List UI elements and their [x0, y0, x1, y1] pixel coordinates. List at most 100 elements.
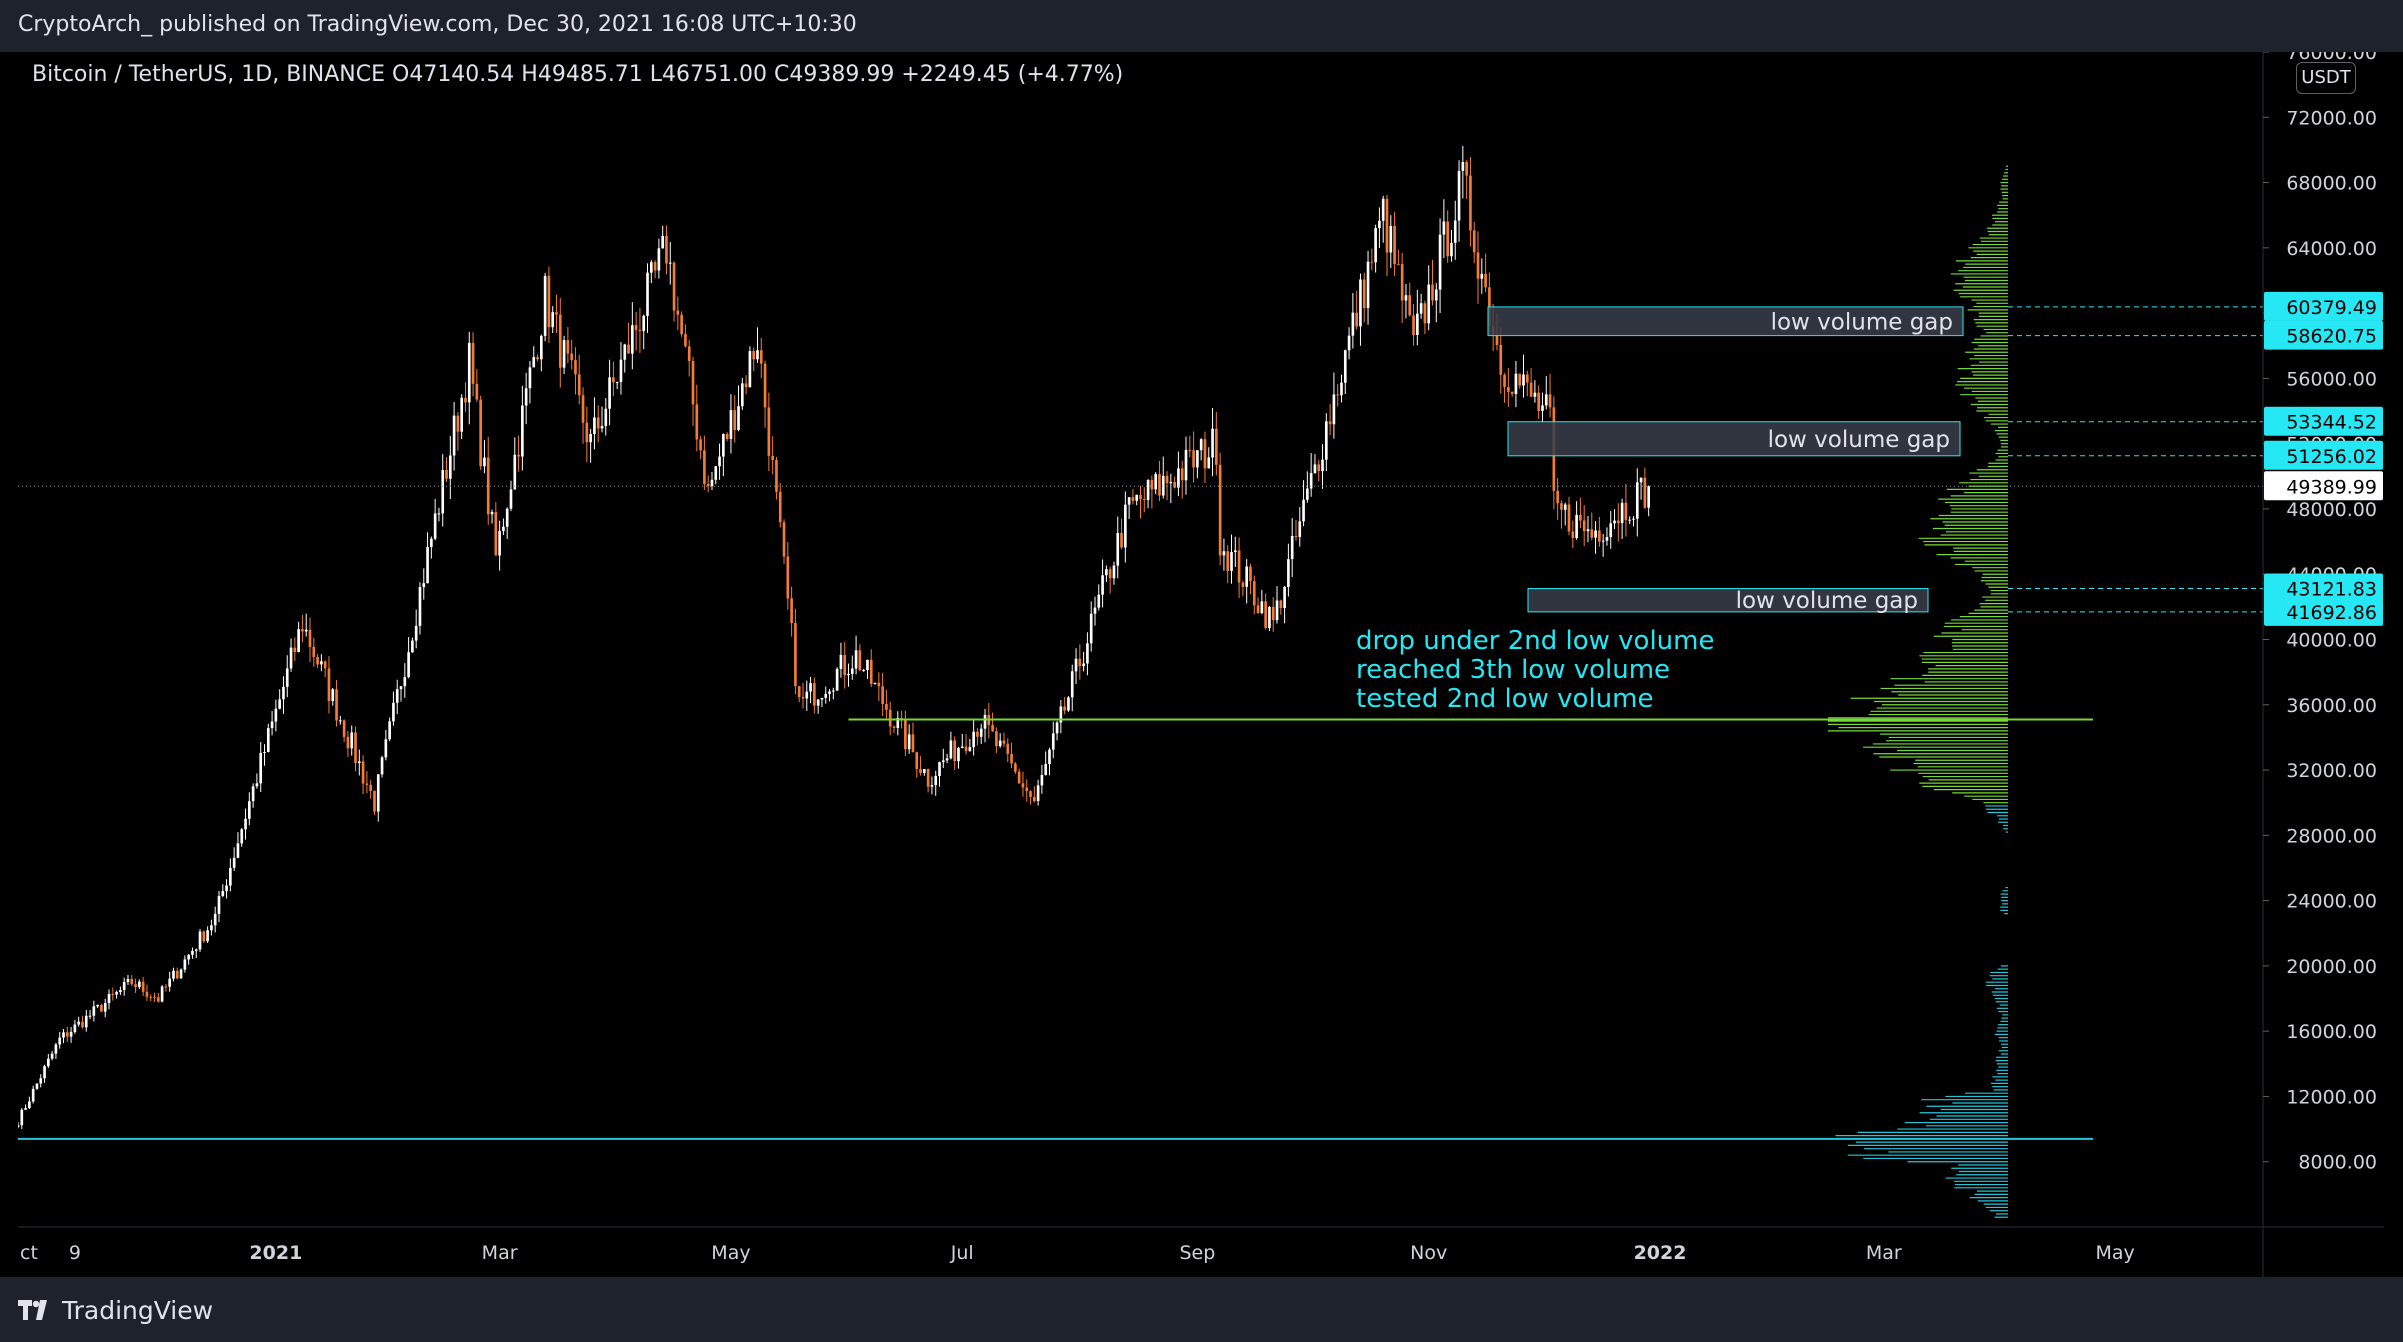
candle-body: [687, 346, 691, 362]
candle-body: [403, 677, 407, 687]
candle-body: [998, 740, 1002, 747]
candle-body: [1419, 303, 1423, 314]
candle-body: [240, 829, 244, 844]
candle-body: [794, 623, 797, 687]
candle-body: [134, 984, 137, 988]
low-volume-gap-box: [1507, 421, 1961, 457]
candle-body: [532, 357, 536, 368]
candle-body: [494, 512, 498, 556]
publish-line: CryptoArch_ published on TradingView.com…: [18, 12, 857, 37]
candle-body: [983, 714, 987, 729]
candle-body: [1632, 518, 1635, 520]
candle-body: [1142, 499, 1146, 501]
candle-body: [399, 686, 403, 690]
candle-body: [1510, 391, 1514, 394]
candle-body: [801, 697, 805, 699]
candle-body: [498, 531, 501, 556]
candle-body: [945, 758, 949, 761]
candle-body: [934, 775, 938, 786]
candle-body: [1173, 481, 1176, 488]
candle-body: [141, 981, 145, 992]
candle-body: [339, 720, 342, 722]
candle-body: [297, 629, 300, 653]
candle-body: [1560, 503, 1563, 510]
candle-body: [907, 734, 911, 750]
candle-body: [187, 954, 190, 960]
candle-body: [767, 407, 771, 456]
candle-body: [202, 931, 206, 942]
candle-body: [1495, 334, 1499, 346]
candle-body: [263, 752, 266, 754]
candle-body: [175, 970, 179, 979]
candle-body: [665, 235, 668, 264]
candle-body: [608, 377, 611, 409]
candle-body: [149, 996, 153, 998]
candle-body: [1120, 533, 1123, 548]
tradingview-logo[interactable]: TradingView: [18, 1296, 213, 1325]
candle-body: [392, 702, 395, 722]
price-tick-label: 36000.00: [2286, 695, 2377, 717]
candle-body: [881, 686, 884, 704]
candle-body: [926, 769, 930, 787]
candle-body: [452, 415, 456, 456]
candle-body: [706, 484, 710, 487]
candle-body: [649, 262, 653, 273]
candle-body: [92, 1006, 96, 1016]
candle-body: [50, 1053, 54, 1059]
candle-body: [18, 1125, 20, 1127]
price-tick-label: 16000.00: [2286, 1021, 2377, 1043]
candle-body: [1408, 295, 1412, 316]
candle-body: [244, 818, 247, 830]
candle-body: [1264, 601, 1267, 629]
candle-body: [540, 335, 543, 360]
price-chart[interactable]: low volume gap low volume gap low volume g…: [18, 52, 2384, 1277]
candle-body: [634, 325, 638, 330]
candle-body: [1105, 569, 1108, 576]
candle-body: [373, 790, 376, 812]
candle-body: [968, 747, 972, 752]
currency-selector[interactable]: USDT: [2296, 62, 2356, 94]
candle-body: [422, 583, 426, 588]
price-level-badge: [2264, 291, 2383, 321]
candle-body: [1499, 345, 1503, 375]
candle-body: [1446, 221, 1449, 257]
candle-body: [1290, 536, 1294, 560]
candle-body: [270, 721, 274, 729]
candle-body: [380, 757, 384, 775]
candle-body: [960, 746, 964, 748]
candle-body: [395, 689, 399, 703]
time-tick-label: 2022: [1634, 1242, 1687, 1264]
candle-body: [58, 1037, 62, 1045]
candle-body: [31, 1088, 35, 1102]
low-volume-gap-label: low volume gap: [1768, 427, 1950, 453]
candle-body: [251, 786, 255, 802]
candle-body: [232, 857, 236, 868]
candle-body: [1522, 374, 1525, 386]
candle-body: [813, 683, 816, 706]
price-tick-label: 28000.00: [2286, 825, 2377, 847]
chart-frame[interactable]: low volume gap low volume gap low volume g…: [18, 52, 2384, 1277]
candle-body: [475, 383, 479, 400]
candle-body: [1461, 162, 1465, 171]
candle-body: [1514, 373, 1518, 394]
time-tick-label: Nov: [1410, 1242, 1447, 1264]
candle-body: [247, 801, 251, 819]
candle-body: [1131, 497, 1135, 501]
candle-body: [581, 395, 585, 423]
candle-body: [1332, 394, 1336, 425]
candle-body: [483, 457, 486, 467]
candle-body: [1199, 439, 1203, 451]
candle-body: [35, 1083, 39, 1089]
candle-body: [1222, 551, 1226, 556]
candle-body: [130, 978, 134, 985]
candle-body: [225, 885, 228, 892]
price-tick-label: 72000.00: [2286, 107, 2377, 129]
candle-body: [892, 726, 896, 728]
candle-body: [1135, 494, 1139, 501]
candle-body: [832, 690, 835, 692]
candle-body: [854, 650, 858, 669]
candle-body: [1139, 494, 1142, 500]
candle-body: [1051, 733, 1055, 750]
candle-body: [1074, 658, 1078, 672]
candle-body: [1294, 536, 1298, 538]
